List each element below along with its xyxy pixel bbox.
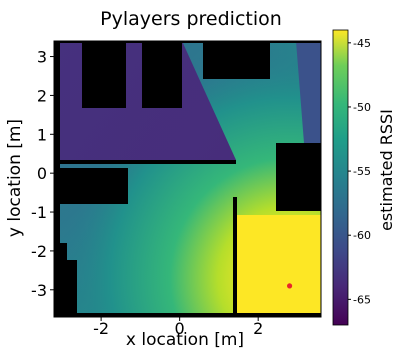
colorbar-tick-label: -60 — [353, 229, 371, 242]
y-axis-label: y location [m] — [5, 119, 25, 237]
colorbar — [332, 29, 349, 326]
colorbar-tick-label: -50 — [353, 101, 371, 114]
obstacle-f — [54, 243, 67, 317]
x-tick-label: 2 — [253, 319, 263, 338]
colorbar-tick-label: -55 — [353, 165, 371, 178]
x-axis-label: x location [m] — [126, 330, 244, 350]
obstacle-c — [203, 41, 270, 79]
wall-top — [54, 41, 321, 43]
rssi-wedge-region — [296, 41, 321, 143]
y-tick-label: 1 — [37, 125, 47, 144]
x-tick-label: 0 — [175, 319, 185, 338]
wall-obstacles — [54, 41, 321, 317]
y-tick-label: -1 — [31, 203, 47, 222]
y-axis-ticks: -3 -2 -1 0 1 2 3 — [31, 48, 54, 300]
transmitter-marker — [286, 283, 293, 289]
colorbar-ticks: -65 -60 -55 -50 -45 — [348, 37, 371, 306]
y-tick-label: -2 — [31, 242, 47, 261]
obstacle-e — [54, 168, 128, 204]
y-tick-label: 3 — [37, 48, 47, 67]
wall-mid — [54, 160, 236, 164]
obstacle-d — [276, 143, 321, 211]
wall-bottom — [54, 313, 321, 317]
y-tick-label: 0 — [37, 164, 47, 183]
high-rssi-room — [236, 215, 321, 317]
colorbar-tick-label: -45 — [353, 37, 371, 50]
colorbar-tick-label: -65 — [353, 293, 371, 306]
colorbar-label: estimated RSSI — [377, 109, 396, 231]
y-tick-label: -3 — [31, 281, 47, 300]
x-tick-label: -2 — [93, 319, 109, 338]
x-axis-ticks: -2 0 2 — [93, 317, 263, 338]
obstacle-a — [82, 41, 126, 108]
heatmap-area — [54, 41, 321, 317]
obstacle-b — [142, 41, 182, 108]
y-tick-label: 2 — [37, 86, 47, 105]
wall-vertical — [233, 197, 237, 317]
chart-title: Pylayers prediction — [100, 8, 282, 30]
axes-frame — [53, 40, 322, 318]
obstacle-g — [67, 260, 77, 317]
